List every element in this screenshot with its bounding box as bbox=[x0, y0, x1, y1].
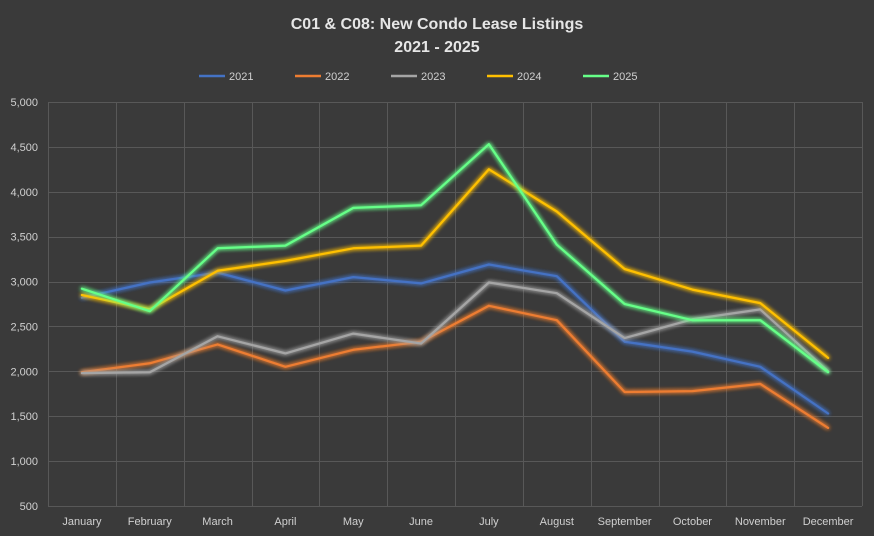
y-tick-label: 5,000 bbox=[10, 97, 38, 109]
grid bbox=[48, 102, 863, 507]
legend-item-2024: 2024 bbox=[487, 71, 541, 83]
y-axis: 500 1,000 1,500 2,000 2,500 3,000 3,500 4,000 4,… bbox=[10, 97, 38, 513]
y-tick-label: 4,000 bbox=[10, 187, 38, 199]
chart-subtitle: 2021 - 2025 bbox=[394, 39, 480, 56]
legend-label: 2024 bbox=[517, 71, 541, 83]
legend-item-2025: 2025 bbox=[583, 71, 637, 83]
legend-label: 2023 bbox=[421, 71, 445, 83]
y-tick-label: 1,500 bbox=[10, 411, 38, 423]
series-line-2022 bbox=[80, 304, 830, 430]
legend: 2021 2022 2023 2024 2025 bbox=[199, 71, 637, 83]
legend-item-2022: 2022 bbox=[295, 71, 349, 83]
x-tick-label: November bbox=[735, 516, 786, 528]
x-axis: January February March April May June July Augu… bbox=[62, 516, 853, 528]
x-tick-label: December bbox=[803, 516, 854, 528]
x-tick-label: May bbox=[343, 516, 364, 528]
x-tick-label: April bbox=[274, 516, 296, 528]
x-tick-label: October bbox=[673, 516, 712, 528]
x-tick-label: June bbox=[409, 516, 433, 528]
y-tick-label: 4,500 bbox=[10, 142, 38, 154]
x-tick-label: March bbox=[202, 516, 233, 528]
legend-label: 2022 bbox=[325, 71, 349, 83]
series-layer bbox=[80, 143, 830, 430]
series-line-2021 bbox=[80, 263, 830, 415]
x-tick-label: July bbox=[479, 516, 499, 528]
y-tick-label: 3,500 bbox=[10, 232, 38, 244]
y-tick-label: 1,000 bbox=[10, 456, 38, 468]
x-tick-label: September bbox=[598, 516, 652, 528]
series-line-2025 bbox=[80, 143, 830, 374]
legend-label: 2025 bbox=[613, 71, 637, 83]
series-line-2024 bbox=[80, 168, 830, 360]
y-tick-label: 3,000 bbox=[10, 277, 38, 289]
x-tick-label: August bbox=[540, 516, 574, 528]
x-tick-label: February bbox=[128, 516, 173, 528]
series-line-2023 bbox=[80, 281, 830, 375]
legend-item-2023: 2023 bbox=[391, 71, 445, 83]
y-tick-label: 2,000 bbox=[10, 366, 38, 378]
y-tick-label: 2,500 bbox=[10, 321, 38, 333]
y-tick-label: 500 bbox=[20, 501, 38, 513]
legend-label: 2021 bbox=[229, 71, 253, 83]
legend-item-2021: 2021 bbox=[199, 71, 253, 83]
chart-title: C01 & C08: New Condo Lease Listings bbox=[291, 16, 584, 33]
x-tick-label: January bbox=[62, 516, 102, 528]
